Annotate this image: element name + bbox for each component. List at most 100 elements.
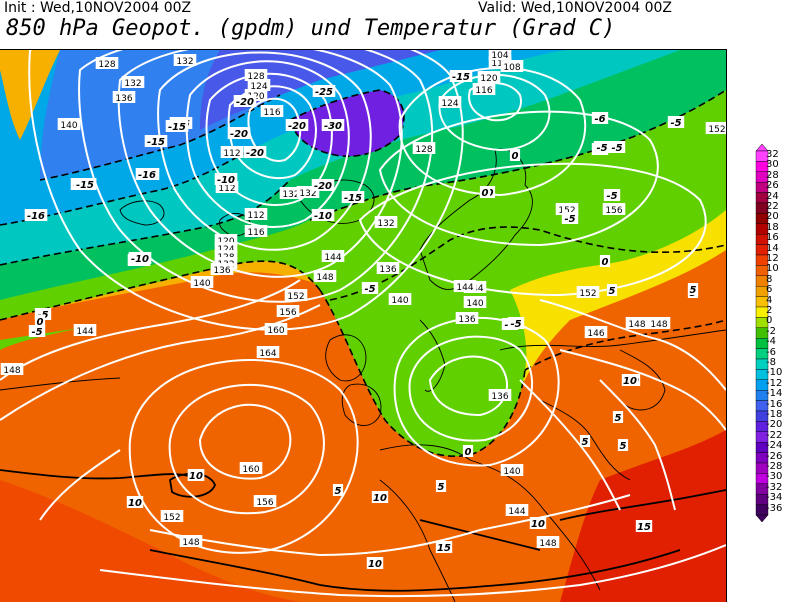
temperature-label-text: 5	[690, 285, 697, 296]
geopotential-label: 156	[253, 495, 277, 508]
temperature-label: 10	[371, 491, 389, 504]
geopotential-label: 160	[239, 462, 263, 475]
temperature-label-text: -20	[236, 97, 254, 108]
geopotential-label: 128	[95, 57, 119, 70]
geopotential-label-background	[160, 510, 184, 522]
colorbar-tick-label: 18	[766, 221, 779, 233]
weather-map: 1281321361401321281241201161121121121161…	[0, 49, 727, 602]
temperature-label-background	[617, 439, 629, 451]
geopotential-label-text: 116	[475, 86, 492, 96]
geopotential-label-text: 146	[587, 329, 604, 339]
temperature-label: 5	[612, 411, 624, 424]
map-title: 850 hPa Geopot. (gpdm) und Temperatur (G…	[6, 16, 616, 41]
temperature-label-background	[128, 252, 152, 264]
temperature-label: 10	[126, 496, 144, 509]
colorbar-tick-label: -26	[766, 450, 783, 462]
temperature-label-background	[165, 120, 189, 132]
colorbar-arrow-bottom	[755, 514, 769, 523]
geopotential-label: 148	[179, 535, 203, 548]
temperature-label-text: -5	[31, 327, 42, 338]
temperature-label-background	[612, 411, 624, 423]
geopotential-label-background	[95, 57, 119, 69]
temperature-label-text: -6	[594, 114, 605, 125]
temperature-label-background	[667, 116, 685, 128]
colorbar-tick-label: -8	[766, 357, 776, 368]
geopotential-label-text: 124	[250, 82, 267, 92]
geopotential-label: 116	[472, 83, 496, 96]
temperature-label-text: -15	[76, 180, 94, 191]
geopotential-label-text: 152	[579, 289, 596, 299]
colorbar-tick-label: 10	[766, 263, 779, 275]
colorbar-tick-label: -30	[766, 471, 783, 483]
colorbar-tick-label: -12	[766, 377, 783, 389]
geopotential-label-text: 156	[279, 308, 296, 318]
geopotential-label-background	[244, 225, 268, 237]
geopotential-label-background	[536, 536, 560, 548]
geopotential-label: 124	[438, 96, 462, 109]
colorbar-tick-label: 32	[766, 149, 779, 160]
geopotential-label: 160	[264, 323, 288, 336]
geopotential-label-text: 124	[441, 99, 458, 109]
geopotential-label-background	[576, 286, 600, 298]
temperature-label: 5	[435, 480, 447, 493]
temperature-labels: -15-15-16-15-16-15-10-10-16-50-5-25-20-3…	[24, 70, 699, 570]
temperature-label-background	[233, 95, 257, 107]
colorbar-tick-label: -24	[766, 440, 783, 452]
geopotential-label: 104	[488, 50, 512, 61]
geopotential-label: 146	[584, 326, 608, 339]
geopotential-label-background	[321, 250, 345, 262]
temperature-label-background	[73, 178, 97, 190]
geopotential-label: 136	[112, 91, 136, 104]
geopotential-label-text: 144	[456, 283, 473, 293]
temperature-label-background	[341, 191, 365, 203]
geopotential-label-background	[244, 208, 268, 220]
temperature-label-text: 10	[189, 471, 203, 482]
geopotential-label: 148	[625, 317, 649, 330]
temperature-label: -5	[561, 212, 579, 225]
geopotential-label-text: 132	[124, 79, 141, 89]
temperature-label-background	[599, 255, 611, 267]
temperature-label-text: -20	[246, 148, 264, 159]
temperature-label-background	[312, 85, 336, 97]
geopotential-label: 140	[57, 118, 81, 131]
temperature-label-text: 5	[620, 441, 627, 452]
colorbar-tick-label: -16	[766, 398, 783, 410]
colorbar-tick-label: -22	[766, 429, 783, 441]
temperature-label-text: -5	[510, 319, 521, 330]
geopotential-label: 120	[477, 71, 501, 84]
temperature-label: 0	[462, 445, 474, 458]
temperature-label-text: 15	[437, 543, 451, 554]
temperature-label-text: 10	[531, 519, 545, 530]
temperature-label-text: -15	[147, 137, 165, 148]
geopotential-label-background	[57, 118, 81, 130]
temperature-label: -5	[593, 141, 611, 154]
temperature-label-background	[435, 480, 447, 492]
geopotential-label-text: 144	[508, 507, 525, 517]
temperature-label-background	[635, 520, 653, 532]
temperature-label: 5	[687, 283, 699, 296]
geopotential-label: 144	[453, 280, 477, 293]
temperature-label: 0	[509, 149, 521, 162]
temperature-label-background	[579, 435, 591, 447]
temperature-label-text: -10	[314, 211, 332, 222]
temperature-label: -10	[214, 173, 238, 186]
geopotential-label: 116	[260, 105, 284, 118]
geopotential-label-background	[264, 323, 288, 335]
temperature-label-background	[608, 141, 626, 153]
geopotential-label-text: 156	[605, 206, 622, 216]
geopotential-label: 152	[160, 510, 184, 523]
temperature-label-text: 10	[373, 493, 387, 504]
colorbar-tick-label: 28	[766, 169, 779, 181]
geopotential-label: 136	[455, 312, 479, 325]
geopotential-label: 140	[500, 464, 524, 477]
colorbar-tick-label: 20	[766, 211, 779, 223]
valid-time-label: Valid: Wed,10NOV2004 00Z	[478, 0, 672, 16]
geopotential-label-text: 144	[324, 253, 341, 263]
geopotential-label: 144	[73, 324, 97, 337]
geopotential-label-background	[276, 305, 300, 317]
temperature-label-background	[366, 557, 384, 569]
colorbar-tick-label: 8	[766, 273, 773, 285]
geopotential-label-text: 148	[650, 320, 667, 330]
geopotential-label-text: 136	[458, 315, 475, 325]
geopotential-label-background	[256, 346, 280, 358]
